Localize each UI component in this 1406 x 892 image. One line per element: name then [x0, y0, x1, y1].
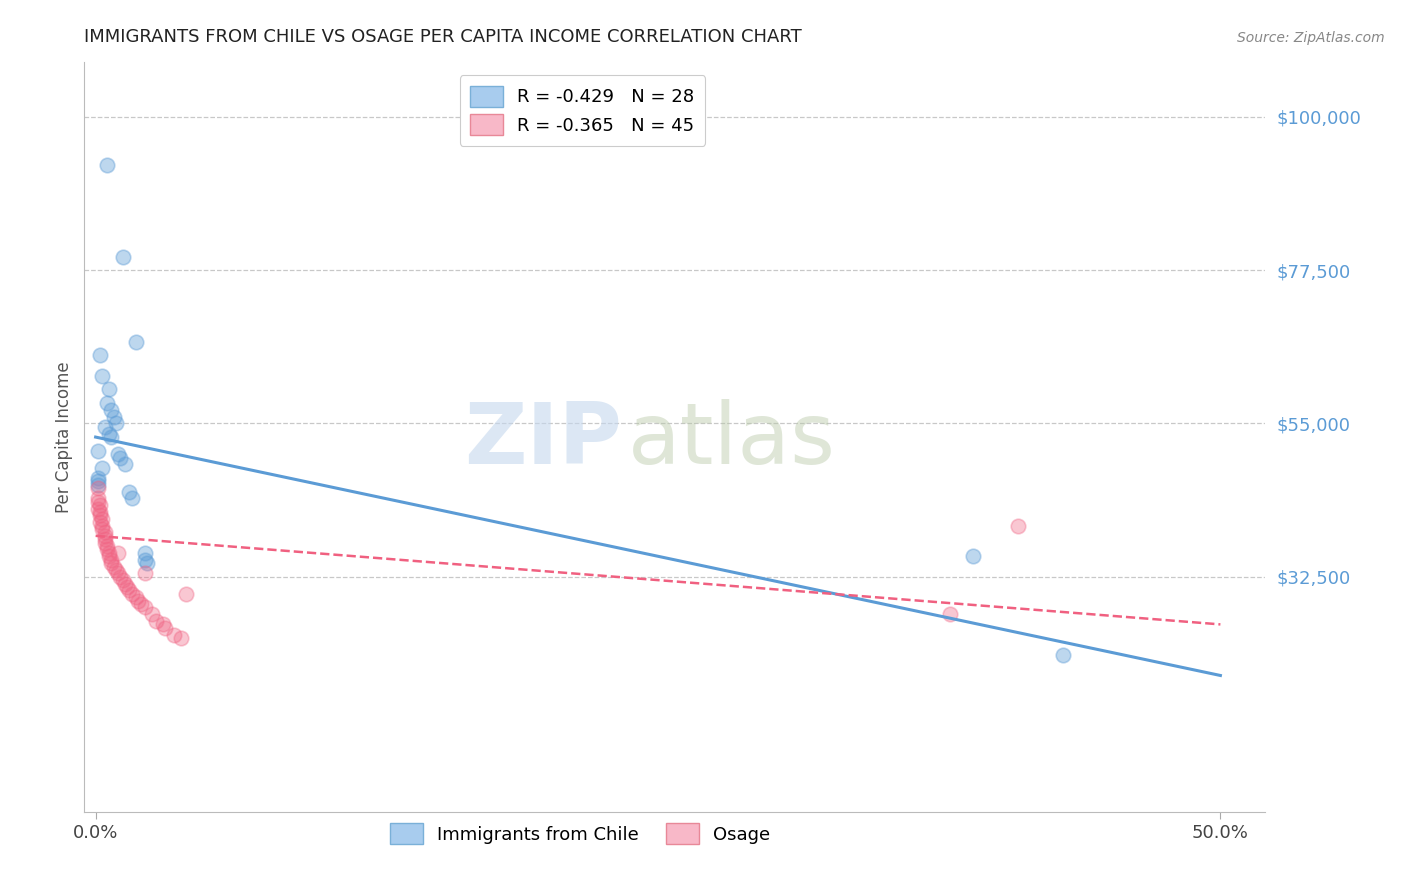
Legend: Immigrants from Chile, Osage: Immigrants from Chile, Osage [384, 816, 778, 851]
Point [98, 383, 121, 397]
Point [174, 587, 197, 601]
Point [89, 348, 111, 362]
Point [91, 518, 114, 533]
Point [89, 515, 111, 529]
Point [87, 475, 110, 489]
Point [129, 597, 152, 611]
Point [110, 570, 132, 584]
Point [91, 512, 114, 526]
Point [93, 535, 115, 549]
Point [114, 576, 136, 591]
Point [163, 627, 186, 641]
Point [100, 552, 122, 566]
Point [152, 617, 174, 632]
Text: atlas: atlas [627, 400, 835, 483]
Point [87, 495, 110, 509]
Y-axis label: Per Capita Income: Per Capita Income [55, 361, 73, 513]
Point [141, 607, 163, 622]
Point [89, 508, 111, 523]
Point [87, 471, 110, 485]
Point [87, 481, 110, 495]
Point [100, 556, 122, 570]
Point [136, 556, 159, 570]
Point [134, 566, 156, 581]
Point [121, 491, 143, 506]
Point [91, 522, 114, 536]
Point [107, 566, 129, 581]
Point [118, 583, 141, 598]
Point [114, 458, 136, 472]
Point [93, 529, 115, 543]
Point [87, 477, 110, 491]
Point [89, 498, 111, 512]
Point [107, 546, 129, 560]
Point [107, 447, 129, 461]
Point [96, 158, 118, 172]
Point [96, 396, 118, 410]
Point [103, 559, 125, 574]
Point [98, 546, 121, 560]
Point [127, 593, 149, 607]
Point [121, 587, 143, 601]
Point [93, 420, 115, 434]
Point [134, 600, 156, 615]
Point [104, 563, 127, 577]
Point [170, 631, 193, 645]
Point [110, 450, 132, 465]
Point [87, 491, 110, 506]
Point [104, 417, 127, 431]
Point [91, 368, 114, 383]
Point [118, 484, 141, 499]
Point [962, 549, 984, 564]
Point [125, 590, 148, 604]
Point [93, 525, 115, 540]
Text: ZIP: ZIP [464, 400, 621, 483]
Point [134, 552, 156, 566]
Point [98, 549, 121, 564]
Point [155, 621, 177, 635]
Point [115, 580, 138, 594]
Point [96, 539, 118, 553]
Point [134, 546, 156, 560]
Point [98, 426, 121, 441]
Point [111, 573, 134, 587]
Point [100, 402, 122, 417]
Point [100, 430, 122, 444]
Point [89, 505, 111, 519]
Point [939, 607, 962, 622]
Point [87, 501, 110, 516]
Point [1007, 518, 1029, 533]
Point [103, 409, 125, 424]
Point [111, 250, 134, 264]
Point [125, 334, 148, 349]
Point [91, 460, 114, 475]
Point [96, 542, 118, 557]
Point [93, 533, 115, 547]
Point [1052, 648, 1074, 662]
Text: Source: ZipAtlas.com: Source: ZipAtlas.com [1237, 31, 1385, 45]
Point [145, 614, 167, 628]
Text: IMMIGRANTS FROM CHILE VS OSAGE PER CAPITA INCOME CORRELATION CHART: IMMIGRANTS FROM CHILE VS OSAGE PER CAPIT… [84, 28, 801, 45]
Point [87, 443, 110, 458]
